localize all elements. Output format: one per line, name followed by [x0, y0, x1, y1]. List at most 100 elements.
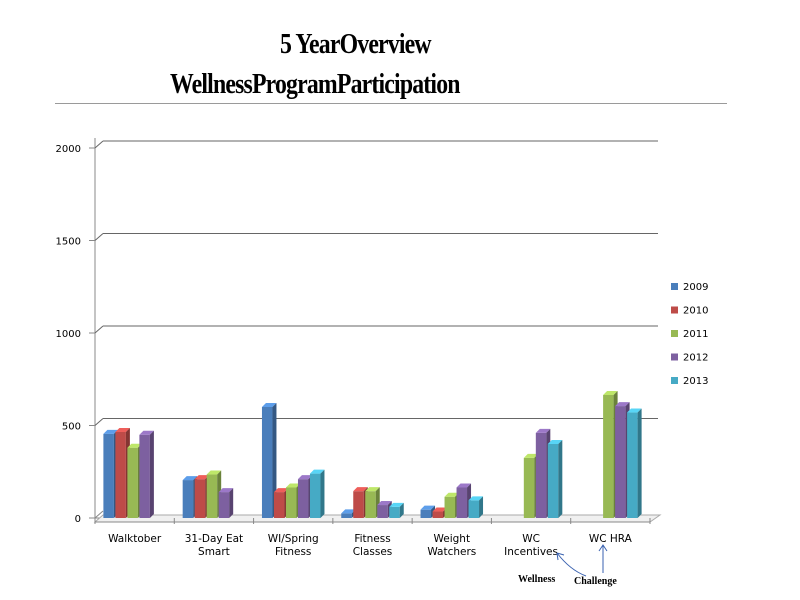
bar-front — [523, 457, 535, 518]
legend-swatch-2013 — [671, 377, 678, 384]
bar-top — [218, 488, 234, 493]
y-tick-label: 0 — [75, 514, 81, 525]
legend-label-2010: 2010 — [683, 306, 708, 317]
annotation-wellness: Wellness — [518, 574, 555, 585]
bar-front — [365, 491, 376, 518]
bar-front — [261, 407, 273, 518]
bar-top — [103, 429, 118, 434]
bar-top — [127, 443, 142, 448]
gridline-depth — [94, 325, 104, 334]
axis-depth-line — [94, 510, 104, 519]
bar-2013 — [627, 408, 642, 518]
bar-front — [547, 444, 559, 518]
bar-top — [420, 505, 436, 510]
bar-top — [432, 507, 448, 512]
bar-front — [432, 511, 444, 518]
x-category-label: Smart — [198, 546, 230, 558]
bar-front — [341, 513, 352, 518]
bar-top — [206, 470, 222, 475]
annotation-challenge: Challenge — [574, 576, 617, 587]
x-category-label: Walktober — [108, 533, 162, 545]
x-category-label: WI/Spring — [268, 533, 319, 545]
bar-top — [353, 487, 368, 492]
x-category-label: Classes — [353, 546, 393, 558]
bar-top — [389, 502, 404, 507]
bar-front — [377, 505, 388, 518]
gridline-depth — [94, 233, 104, 241]
bar-front — [297, 479, 309, 518]
bar-front — [456, 487, 468, 518]
bar-top — [297, 475, 313, 480]
bar-top — [273, 488, 289, 493]
bar-top — [182, 476, 198, 481]
x-category-label: WC HRA — [589, 533, 633, 545]
legend-label-2013: 2013 — [683, 376, 708, 387]
bar-top — [615, 402, 630, 407]
bar-top — [139, 430, 154, 435]
bar-2009 — [261, 403, 277, 518]
bar-side — [558, 440, 563, 518]
title-divider — [55, 103, 727, 104]
bar-side — [479, 496, 484, 518]
bar-front — [103, 433, 114, 518]
bar-front — [389, 506, 400, 518]
bar-front — [182, 480, 194, 518]
bar-top — [456, 483, 472, 488]
bar-front — [127, 447, 138, 518]
bar-top — [309, 469, 325, 474]
x-category-label: WC — [522, 533, 540, 545]
bar-side — [229, 488, 234, 518]
bar-side — [272, 403, 277, 518]
legend-swatch-2011 — [671, 330, 678, 337]
x-category-label: 31-Day Eat — [185, 533, 243, 545]
x-category-label: Fitness — [275, 546, 311, 558]
y-tick-label: 1500 — [56, 237, 81, 248]
y-tick-label: 1000 — [56, 329, 81, 340]
chart-title-line2: WellnessProgramParticipation — [170, 68, 460, 100]
legend-swatch-2012 — [671, 353, 678, 361]
bar-top — [535, 428, 551, 433]
legend-label-2009: 2009 — [683, 282, 708, 293]
bar-front — [627, 412, 638, 518]
bar-2012 — [139, 430, 154, 518]
legend-swatch-2010 — [671, 306, 678, 314]
annotation-arrowhead-wellness — [556, 552, 565, 561]
bar-front — [206, 474, 218, 518]
bar-side — [320, 469, 325, 518]
x-category-label: Incentives — [504, 546, 558, 558]
bar-side — [149, 430, 154, 518]
bar-front — [420, 509, 432, 518]
bar-top — [547, 440, 563, 444]
annotation-arrow-wellness — [556, 552, 587, 577]
bar-top — [603, 390, 618, 395]
bar-top — [377, 501, 392, 506]
bar-side — [399, 502, 404, 518]
annotation-arrowhead-challenge — [598, 544, 608, 552]
bar-top — [261, 403, 277, 407]
bar-front — [535, 432, 547, 518]
legend-label-2012: 2012 — [683, 353, 708, 364]
bar-side — [637, 408, 642, 518]
bar-front — [273, 492, 285, 518]
legend-label-2011: 2011 — [683, 329, 708, 340]
bar-front — [603, 394, 614, 518]
gridline-depth — [94, 418, 104, 426]
x-category-label: Weight — [433, 533, 470, 545]
y-tick-label: 500 — [62, 422, 81, 433]
bar-2013 — [309, 469, 325, 518]
bar-front — [309, 473, 321, 518]
bar-front — [615, 406, 626, 518]
bar-top — [365, 487, 380, 492]
x-category-label: Watchers — [427, 546, 476, 558]
bar-top — [468, 496, 484, 501]
bar-front — [468, 500, 480, 518]
bar-top — [285, 483, 301, 488]
bar-top — [341, 509, 356, 514]
x-category-label: Fitness — [354, 533, 390, 545]
chart-title-line1: 5 YearOverview — [280, 28, 432, 60]
legend-swatch-2009 — [671, 283, 678, 290]
bar-2013 — [468, 496, 484, 518]
bar-top — [194, 475, 210, 480]
bar-front — [218, 492, 230, 518]
